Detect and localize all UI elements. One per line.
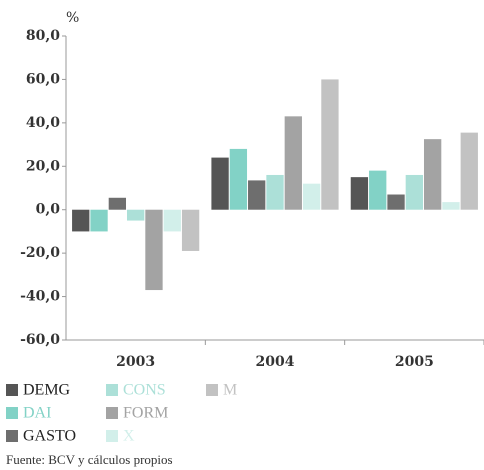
bar — [423, 139, 442, 210]
source-note: Fuente: BCV y cálculos propios — [6, 452, 173, 467]
bar — [350, 177, 369, 210]
bar — [405, 174, 423, 210]
bar — [284, 116, 302, 210]
legend-label: M — [223, 382, 237, 399]
legend-label: X — [123, 428, 135, 445]
legend-label: FORM — [123, 405, 168, 422]
y-axis-label: % — [66, 10, 79, 26]
legend-label: CONS — [123, 382, 166, 399]
y-tick-label: -60,0 — [20, 332, 60, 348]
bar — [302, 183, 321, 210]
bar — [460, 132, 478, 210]
y-tick-label: -40,0 — [20, 289, 60, 305]
x-tick-label: 2004 — [256, 354, 295, 370]
y-tick-label: 40,0 — [26, 115, 60, 131]
x-tick-label: 2005 — [395, 354, 434, 370]
bar — [211, 157, 229, 210]
bar — [181, 209, 200, 251]
legend-label: DAI — [23, 405, 51, 422]
bar — [72, 209, 90, 232]
y-tick-label: 20,0 — [26, 158, 60, 174]
y-tick-label: 0,0 — [36, 202, 61, 218]
bar — [229, 148, 248, 210]
bar — [369, 170, 387, 210]
bar — [442, 202, 460, 210]
y-tick-label: 60,0 — [26, 71, 60, 87]
legend-swatch — [6, 407, 18, 419]
legend-swatch — [206, 384, 218, 396]
legend-swatch — [106, 407, 118, 419]
bar — [127, 209, 145, 221]
bar — [108, 197, 127, 210]
bar — [163, 209, 181, 232]
legend-swatch — [6, 384, 18, 396]
x-tick-label: 2003 — [116, 354, 155, 370]
bar — [90, 209, 108, 232]
y-tick-label: -20,0 — [20, 245, 60, 261]
legend-swatch — [106, 430, 118, 442]
bar — [387, 194, 405, 210]
legend-swatch — [6, 430, 18, 442]
bar — [266, 174, 284, 210]
bar — [321, 79, 339, 210]
legend-label: DEMG — [23, 382, 71, 399]
legend-swatch — [106, 384, 118, 396]
bar — [145, 209, 163, 291]
legend-label: GASTO — [23, 428, 76, 445]
y-tick-label: 80,0 — [26, 28, 60, 44]
bar — [248, 180, 266, 210]
